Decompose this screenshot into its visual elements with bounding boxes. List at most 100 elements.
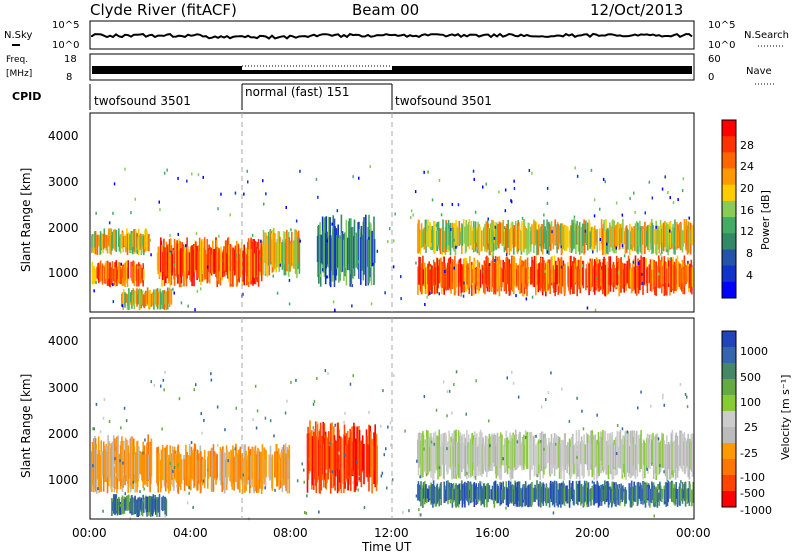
- heatmap-speckle: [301, 462, 303, 466]
- heatmap-cell: [126, 495, 129, 511]
- heatmap-cell: [439, 228, 442, 255]
- heatmap-speckle: [430, 246, 432, 250]
- heatmap-speckle: [201, 431, 203, 435]
- nsky-tick-bottom: 10^0: [52, 40, 79, 51]
- heatmap-cell: [676, 489, 679, 508]
- heatmap-cell: [673, 440, 676, 474]
- heatmap-cell: [656, 433, 659, 476]
- heatmap-speckle: [524, 436, 527, 439]
- heatmap-cell: [445, 268, 447, 291]
- heatmap-speckle: [229, 213, 231, 217]
- heatmap-cell: [532, 487, 535, 503]
- heatmap-cell: [535, 488, 537, 499]
- heatmap-speckle: [324, 369, 327, 373]
- heatmap-speckle: [115, 473, 117, 477]
- vel-ytick-2000: 2000: [48, 427, 79, 441]
- heatmap-speckle: [410, 216, 412, 220]
- heatmap-speckle: [160, 384, 162, 388]
- heatmap-speckle: [400, 275, 402, 279]
- heatmap-cell: [596, 229, 598, 253]
- heatmap-speckle: [132, 480, 135, 484]
- heatmap-speckle: [551, 230, 553, 234]
- power-colorbar: 28 24 20 16 12 8 4 Power [dB]: [721, 119, 772, 299]
- colorbar-segment: [722, 265, 736, 283]
- heatmap-cell: [417, 266, 419, 295]
- heatmap-cell: [689, 483, 691, 503]
- heatmap-cell: [161, 445, 164, 481]
- heatmap-speckle: [103, 398, 106, 402]
- heatmap-cell: [503, 444, 505, 466]
- heatmap-cell: [123, 289, 125, 305]
- heatmap-speckle: [108, 221, 111, 225]
- heatmap-cell: [248, 249, 250, 282]
- heatmap-cell: [180, 459, 183, 484]
- heatmap-cell: [122, 499, 124, 515]
- heatmap-speckle: [334, 308, 336, 312]
- heatmap-cell: [561, 439, 563, 467]
- heatmap-cell: [285, 453, 287, 492]
- heatmap-speckle: [338, 451, 340, 455]
- heatmap-speckle: [669, 196, 671, 200]
- heatmap-cell: [346, 237, 349, 271]
- heatmap-speckle: [389, 421, 392, 425]
- heatmap-speckle: [408, 509, 410, 513]
- heatmap-cell: [494, 480, 497, 501]
- heatmap-speckle: [474, 210, 477, 214]
- heatmap-speckle: [186, 501, 189, 505]
- colorbar-segment: [722, 200, 736, 218]
- heatmap-speckle: [545, 398, 547, 401]
- heatmap-cell: [588, 263, 590, 296]
- heatmap-speckle: [494, 225, 497, 229]
- heatmap-speckle: [200, 287, 202, 291]
- heatmap-cell: [322, 231, 324, 273]
- heatmap-speckle: [159, 208, 161, 212]
- heatmap-speckle: [380, 424, 382, 428]
- heatmap-cell: [226, 449, 229, 486]
- heatmap-speckle: [573, 491, 575, 495]
- heatmap-cell: [679, 430, 681, 467]
- cpid-segment-2: normal (fast) 151: [245, 85, 349, 99]
- heatmap-speckle: [475, 379, 477, 383]
- heatmap-cell: [470, 221, 472, 244]
- heatmap-cell: [157, 246, 160, 275]
- heatmap-speckle: [134, 197, 136, 201]
- heatmap-cell: [637, 261, 640, 294]
- heatmap-speckle: [498, 190, 500, 194]
- heatmap-speckle: [344, 411, 346, 415]
- heatmap-speckle: [242, 292, 244, 296]
- heatmap-speckle: [680, 480, 682, 484]
- heatmap-speckle: [327, 372, 329, 375]
- freq-panel: Freq. [MHz] 18 8 60 0 Nave: [6, 53, 775, 85]
- heatmap-speckle: [626, 430, 629, 434]
- heatmap-speckle: [669, 229, 671, 233]
- heatmap-cell: [124, 292, 126, 308]
- heatmap-speckle: [621, 244, 624, 248]
- heatmap-speckle: [686, 395, 688, 399]
- heatmap-speckle: [256, 409, 259, 413]
- heatmap-speckle: [274, 488, 276, 492]
- heatmap-speckle: [453, 238, 455, 242]
- heatmap-cell: [580, 483, 583, 504]
- heatmap-speckle: [162, 378, 165, 382]
- heatmap-cell: [643, 256, 646, 285]
- heatmap-speckle: [207, 468, 209, 472]
- heatmap-cell: [519, 229, 521, 251]
- heatmap-cell: [488, 264, 491, 293]
- heatmap-cell: [486, 436, 488, 478]
- heatmap-speckle: [381, 471, 384, 475]
- heatmap-cell: [651, 439, 653, 466]
- heatmap-cell: [168, 454, 170, 494]
- heatmap-speckle: [592, 250, 594, 254]
- heatmap-cell: [229, 458, 231, 482]
- heatmap-cell: [513, 434, 516, 468]
- heatmap-speckle: [415, 494, 418, 498]
- heatmap-speckle: [510, 199, 512, 203]
- heatmap-speckle: [473, 177, 475, 181]
- heatmap-speckle: [622, 488, 625, 492]
- heatmap-cell: [684, 263, 686, 286]
- heatmap-speckle: [491, 254, 494, 257]
- heatmap-speckle: [660, 252, 662, 256]
- heatmap-speckle: [576, 448, 578, 452]
- heatmap-speckle: [493, 236, 496, 240]
- heatmap-speckle: [186, 179, 188, 183]
